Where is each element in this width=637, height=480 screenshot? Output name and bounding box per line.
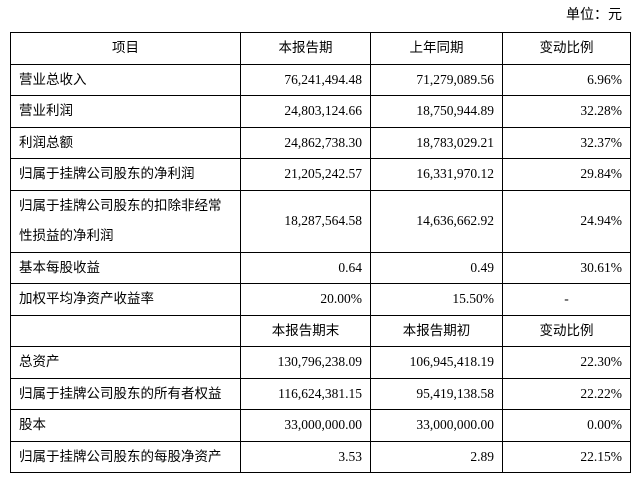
data-row: 归属于挂牌公司股东的净利润 21,205,242.57 16,331,970.12 2…: [10, 158, 631, 191]
value-cell: 0.00%: [502, 409, 631, 442]
value-cell: 16,331,970.12: [370, 158, 503, 191]
value-cell: 15.50%: [370, 283, 503, 316]
header-row: 项目 本报告期 上年同期 变动比例: [10, 32, 631, 65]
data-row: 加权平均净资产收益率 20.00% 15.50% -: [10, 283, 631, 316]
value-cell: 130,796,238.09: [240, 346, 371, 379]
header-cell: 变动比例: [502, 32, 631, 65]
value-cell: 0.49: [370, 251, 503, 284]
row-label: 归属于挂牌公司股东的每股净资产: [10, 440, 241, 473]
row-label: 利润总额: [10, 126, 241, 159]
data-row: 总资产 130,796,238.09 106,945,418.19 22.30%: [10, 346, 631, 379]
data-row: 归属于挂牌公司股东的所有者权益 116,624,381.15 95,419,138.…: [10, 377, 631, 410]
header-cell: 变动比例: [502, 314, 631, 347]
value-cell: 21,205,242.57: [240, 158, 371, 191]
value-cell: 18,287,564.58: [240, 189, 371, 253]
value-cell: 22.22%: [502, 377, 631, 410]
value-cell: 0.64: [240, 251, 371, 284]
value-cell: 22.30%: [502, 346, 631, 379]
value-cell: 24,803,124.66: [240, 95, 371, 128]
value-cell: 3.53: [240, 440, 371, 473]
value-cell: 18,783,029.21: [370, 126, 503, 159]
row-label: 营业总收入: [10, 63, 241, 96]
row-label: 归属于挂牌公司股东的所有者权益: [10, 377, 241, 410]
value-cell: 18,750,944.89: [370, 95, 503, 128]
row-label: 营业利润: [10, 95, 241, 128]
header-cell: 本报告期初: [370, 314, 503, 347]
row-label: 基本每股收益: [10, 251, 241, 284]
value-cell: 14,636,662.92: [370, 189, 503, 253]
value-cell: -: [502, 283, 631, 316]
value-cell: 106,945,418.19: [370, 346, 503, 379]
data-row: 归属于挂牌公司股东的扣除非经常性损益的净利润 18,287,564.58 14,63…: [10, 189, 631, 253]
data-row: 营业利润 24,803,124.66 18,750,944.89 32.28%: [10, 95, 631, 128]
value-cell: 116,624,381.15: [240, 377, 371, 410]
header-cell: [10, 314, 241, 347]
header-row: 本报告期末 本报告期初 变动比例: [10, 314, 631, 347]
financial-table: 项目 本报告期 上年同期 变动比例 营业总收入 76,241,494.48 71,279,0…: [10, 32, 631, 473]
value-cell: 24.94%: [502, 189, 631, 253]
row-label: 加权平均净资产收益率: [10, 283, 241, 316]
header-cell: 上年同期: [370, 32, 503, 65]
row-label: 归属于挂牌公司股东的净利润: [10, 158, 241, 191]
data-row: 基本每股收益 0.64 0.49 30.61%: [10, 251, 631, 284]
row-label: 归属于挂牌公司股东的扣除非经常性损益的净利润: [10, 189, 241, 253]
value-cell: 29.84%: [502, 158, 631, 191]
value-cell: 6.96%: [502, 63, 631, 96]
value-cell: 33,000,000.00: [240, 409, 371, 442]
header-cell: 项目: [10, 32, 241, 65]
value-cell: 2.89: [370, 440, 503, 473]
row-label: 股本: [10, 409, 241, 442]
value-cell: 20.00%: [240, 283, 371, 316]
value-cell: 24,862,738.30: [240, 126, 371, 159]
data-row: 营业总收入 76,241,494.48 71,279,089.56 6.96%: [10, 63, 631, 96]
value-cell: 33,000,000.00: [370, 409, 503, 442]
header-cell: 本报告期: [240, 32, 371, 65]
data-row: 归属于挂牌公司股东的每股净资产 3.53 2.89 22.15%: [10, 440, 631, 473]
value-cell: 32.37%: [502, 126, 631, 159]
header-cell: 本报告期末: [240, 314, 371, 347]
row-label: 总资产: [10, 346, 241, 379]
unit-label: 单位：元: [566, 8, 622, 23]
value-cell: 76,241,494.48: [240, 63, 371, 96]
value-cell: 95,419,138.58: [370, 377, 503, 410]
data-row: 股本 33,000,000.00 33,000,000.00 0.00%: [10, 409, 631, 442]
value-cell: 22.15%: [502, 440, 631, 473]
value-cell: 32.28%: [502, 95, 631, 128]
data-row: 利润总额 24,862,738.30 18,783,029.21 32.37%: [10, 126, 631, 159]
value-cell: 71,279,089.56: [370, 63, 503, 96]
value-cell: 30.61%: [502, 251, 631, 284]
